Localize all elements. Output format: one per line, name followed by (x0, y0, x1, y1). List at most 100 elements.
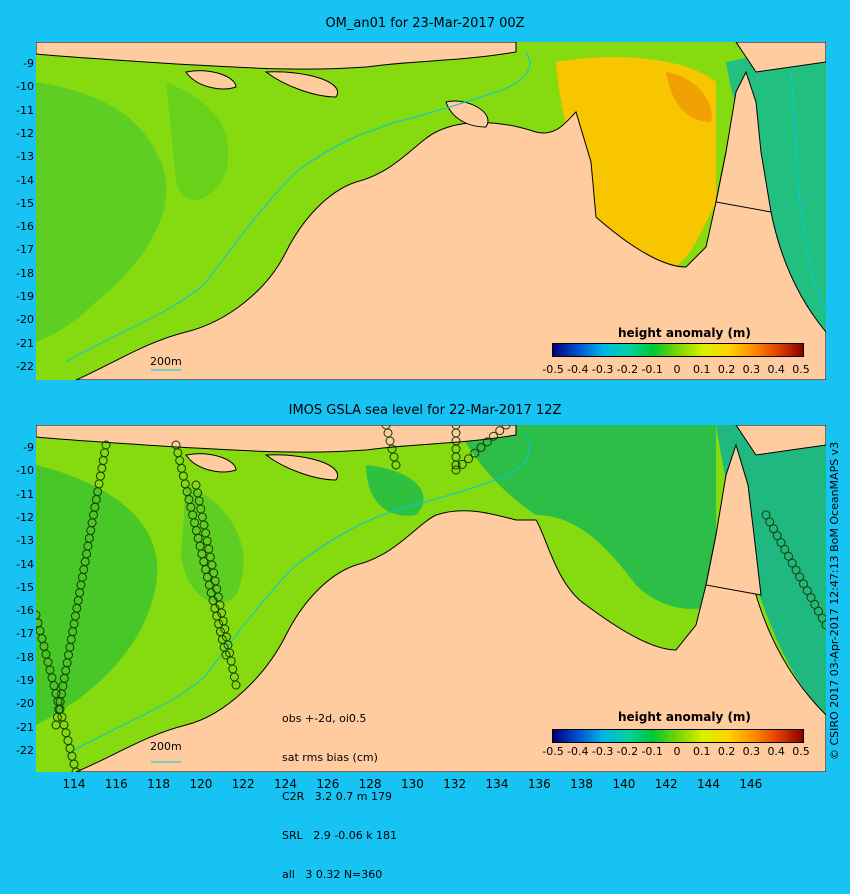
stats-line-2: sat rms bias (cm) (282, 751, 378, 764)
bottom-ytick: -17 (16, 627, 34, 641)
track-marker (776, 538, 786, 547)
track-marker (765, 517, 775, 527)
top-anomaly-low-2 (166, 82, 229, 201)
bottom-ytick: -15 (16, 580, 34, 594)
track-marker (802, 586, 812, 596)
track-marker (501, 425, 511, 430)
bottom-anomaly-low (36, 465, 158, 725)
top-sumba (185, 70, 237, 90)
colorbar-tick: -0.1 (641, 363, 663, 376)
colorbar-tick: 0.2 (717, 745, 736, 758)
top-panel-title: OM_an01 for 23-Mar-2017 00Z (325, 16, 525, 31)
x-tick: 142 (654, 777, 678, 791)
x-tick: 136 (527, 777, 551, 791)
track-marker (36, 610, 41, 620)
x-tick: 130 (400, 777, 424, 791)
top-ytick: -11 (16, 103, 34, 117)
top-colorbar (552, 343, 804, 357)
bottom-colorbar (552, 729, 804, 743)
colorbar-tick: 0.1 (693, 745, 711, 758)
bottom-ytick: -22 (16, 743, 34, 757)
track-marker (791, 565, 801, 575)
credit-text: © CSIRO 2017 03-Apr-2017 12:47:13 BoM Oc… (828, 441, 841, 760)
top-ytick: -20 (16, 313, 34, 327)
top-ytick: -18 (16, 266, 34, 280)
track-marker (470, 448, 480, 458)
bottom-new-guinea (735, 425, 826, 456)
bottom-ytick: -13 (16, 534, 34, 548)
colorbar-tick: -0.4 (567, 745, 589, 758)
top-new-guinea (735, 42, 826, 73)
x-tick: 138 (570, 777, 594, 791)
bottom-ytick: -10 (16, 464, 34, 478)
x-tick: 126 (316, 777, 340, 791)
bottom-anomaly-gulf (456, 425, 716, 609)
x-tick: 132 (443, 777, 467, 791)
colorbar-tick: 0.5 (792, 745, 810, 758)
bottom-ytick: -21 (16, 720, 34, 734)
x-tick: 140 (612, 777, 636, 791)
colorbar-tick: 0.4 (767, 363, 785, 376)
top-indonesia-land (36, 42, 517, 70)
track-marker (784, 551, 793, 561)
colorbar-tick: 0.5 (792, 363, 810, 376)
top-ytick: -12 (16, 126, 34, 140)
x-tick: 118 (147, 777, 171, 791)
x-tick: 120 (189, 777, 213, 791)
bottom-scale-label: 200m (150, 740, 182, 753)
track-marker (817, 613, 826, 623)
colorbar-tick: -0.5 (542, 363, 564, 376)
x-tick: 144 (697, 777, 720, 791)
colorbar-tick: 0.3 (742, 745, 761, 758)
track-marker (787, 558, 797, 568)
stats-line-4: SRL 2.9 -0.06 k 181 (282, 829, 398, 842)
top-ytick: -9 (23, 57, 34, 70)
x-tick: 134 (485, 777, 509, 791)
track-marker (482, 437, 492, 447)
bottom-ytick: -16 (16, 604, 34, 618)
top-ytick: -22 (16, 359, 34, 373)
top-scale-label: 200m (150, 355, 182, 368)
top-ytick: -15 (16, 196, 34, 210)
track-marker (464, 454, 473, 464)
bottom-panel-title: IMOS GSLA sea level for 22-Mar-2017 12Z (288, 403, 562, 418)
bottom-ytick: -9 (23, 441, 34, 454)
x-tick: 128 (358, 777, 382, 791)
track-marker (391, 460, 401, 470)
top-ytick: -10 (16, 80, 34, 94)
bottom-ytick: -14 (16, 557, 34, 571)
bottom-timor (264, 454, 339, 481)
track-marker (821, 620, 826, 630)
bottom-ytick: -18 (16, 650, 34, 664)
track-marker (806, 593, 816, 602)
track-marker (451, 460, 461, 470)
colorbar-tick: 0 (673, 745, 681, 758)
top-anomaly-low (36, 82, 167, 342)
track-marker (451, 465, 461, 475)
top-ytick: -19 (16, 290, 34, 303)
colorbar-tick: -0.4 (567, 363, 589, 376)
colorbar-tick: -0.3 (591, 745, 614, 758)
stats-line-3: C2R 3.2 0.7 m 179 (282, 790, 392, 803)
top-anomaly-peak (666, 72, 712, 122)
track-marker (769, 524, 778, 534)
stats-line-5: all 3 0.32 N=360 (282, 868, 383, 881)
x-tick: 116 (104, 777, 128, 791)
top-ytick: -16 (16, 220, 34, 234)
colorbar-tick: -0.5 (542, 745, 564, 758)
track-marker (457, 459, 467, 469)
bottom-sumba (185, 453, 237, 473)
colorbar-tick: 0.4 (767, 745, 785, 758)
bottom-200m-contour (65, 434, 531, 756)
top-legend-title: height anomaly (m) (618, 326, 751, 340)
x-tick: 122 (231, 777, 255, 791)
bottom-ytick: -11 (16, 487, 34, 501)
track-marker (71, 767, 81, 772)
satellite-tracks (36, 425, 826, 772)
bottom-cape-york (705, 443, 762, 596)
bottom-anomaly-low-3 (366, 465, 424, 516)
stats-line-1: obs +-2d, oi0.5 (282, 712, 367, 725)
bottom-ytick: -19 (16, 674, 34, 687)
top-ytick: -21 (16, 336, 34, 350)
x-tick: 124 (274, 777, 297, 791)
